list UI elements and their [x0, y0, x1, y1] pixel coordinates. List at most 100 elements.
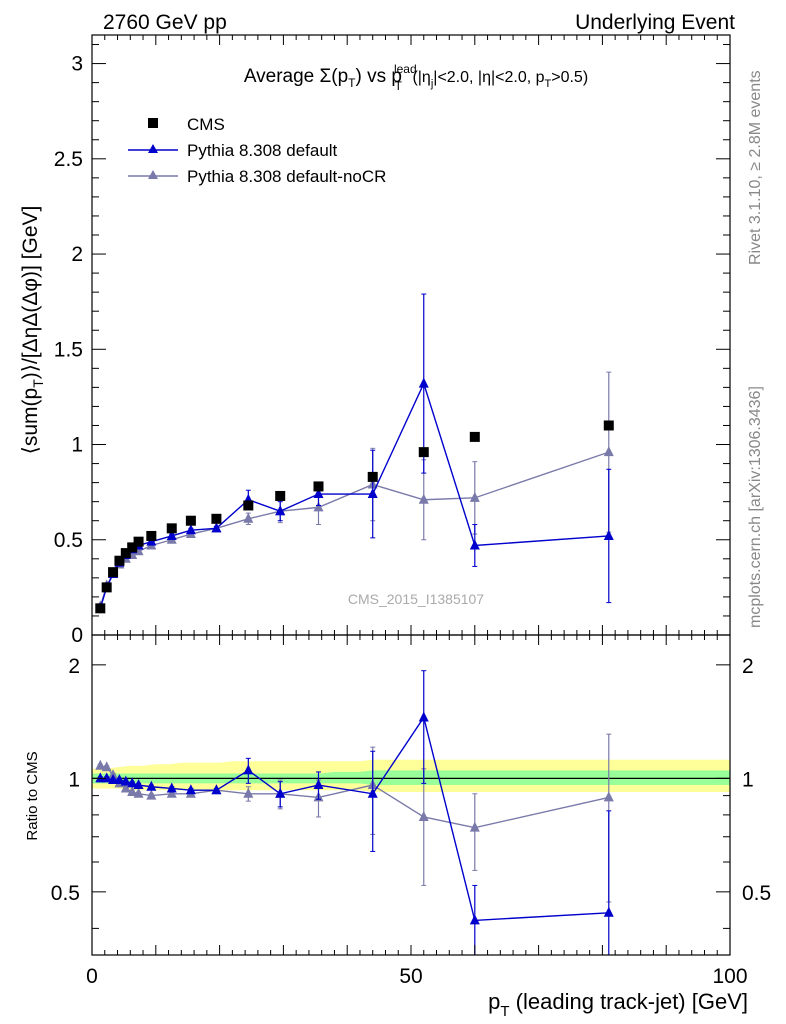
ratio-default-point [133, 779, 144, 790]
ratio-nocr-point [146, 789, 157, 800]
main-y-tick-label: 2.5 [54, 148, 83, 171]
ratio-y-tick-label-left: 0.5 [51, 882, 80, 905]
main-default-line [99, 381, 609, 609]
ratio-default-point [275, 787, 286, 798]
main-nocr-point [243, 512, 254, 523]
main-nocr-point [603, 446, 614, 457]
legend-default-label: Pythia 8.308 default [187, 141, 338, 160]
main-y-tick-label: 0.5 [54, 529, 83, 552]
analysis-watermark: CMS_2015_I1385107 [348, 591, 484, 607]
main-default-point [166, 529, 177, 540]
ratio-nocr-point [95, 759, 106, 770]
ratio-y-axis-label: Ratio to CMS [24, 751, 41, 840]
ratio-default-point [313, 779, 324, 790]
main-y-tick-label: 1 [71, 434, 83, 457]
main-default-point [418, 377, 429, 388]
main-cms-point [243, 500, 254, 511]
ratio-default-line [100, 715, 609, 922]
ratio-default-point [114, 773, 125, 784]
main-default-point [185, 524, 196, 535]
ratio-default-point [367, 787, 378, 798]
ratio-default-point [243, 764, 254, 775]
axes-layer: 0 50 100 0 0.5 1 1.5 2 2.5 3 0.5 0.5 1 1 2 2 [51, 34, 771, 988]
ratio-default-point [127, 777, 138, 788]
main-default-point [275, 505, 286, 516]
ratio-default-point [603, 906, 614, 917]
main-cms-point [127, 542, 138, 553]
ratio-series-layer [95, 670, 614, 956]
main-cms-point [185, 515, 196, 526]
main-default-point [211, 522, 222, 533]
main-nocr-point [418, 493, 429, 504]
legend: CMS Pythia 8.308 default Pythia 8.308 de… [128, 115, 386, 186]
x-axis-label: pT (leading track-jet) [GeV] [488, 989, 748, 1020]
ratio-nocr-point [120, 782, 131, 793]
legend-nocr-label: Pythia 8.308 default-noCR [187, 167, 386, 186]
header-right: Underlying Event [575, 11, 735, 34]
ratio-nocr-point [133, 787, 144, 798]
main-nocr-point [469, 491, 480, 502]
ratio-default-point [185, 784, 196, 795]
ratio-uncertainty-bands [92, 759, 730, 793]
ratio-default-point [108, 773, 119, 784]
rivet-version-text: Rivet 3.1.10, ≥ 2.8M events [747, 70, 764, 265]
main-default-point [367, 488, 378, 499]
mcplots-text: mcplots.cern.ch [arXiv:1306.3436] [747, 386, 764, 628]
ratio-nocr-point [418, 810, 429, 821]
x-tick-label: 0 [86, 965, 98, 988]
main-nocr-point [313, 501, 324, 512]
main-y-axis-label: ⟨sum(pT)⟩/[ΔηΔ(Δφ)] [GeV] [19, 206, 46, 455]
main-cms-point [418, 447, 429, 458]
ratio-default-point [469, 914, 480, 925]
main-cms-point [120, 548, 131, 559]
ratio-y-tick-label-right: 2 [742, 655, 754, 678]
ratio-nocr-point [243, 787, 254, 798]
ratio-nocr-point [166, 787, 177, 798]
main-cms-point [469, 431, 480, 442]
main-default-point [313, 488, 324, 499]
main-y-tick-label: 3 [71, 53, 83, 76]
main-cms-point [603, 420, 614, 431]
main-cms-point [95, 603, 106, 614]
main-default-point [469, 539, 480, 550]
ratio-nocr-point [127, 786, 138, 797]
x-tick-label: 50 [399, 965, 422, 988]
main-y-tick-label: 2 [71, 243, 83, 266]
ratio-default-point [166, 782, 177, 793]
ratio-default-point [101, 772, 112, 783]
main-cms-point [146, 530, 157, 541]
main-cms-point [313, 481, 324, 492]
ratio-default-point [418, 711, 429, 722]
main-default-point [603, 529, 614, 540]
ratio-y-tick-label-right: 1 [742, 768, 754, 791]
legend-cms-marker [148, 118, 158, 128]
ratio-nocr-point [469, 821, 480, 832]
x-tick-label: 100 [712, 965, 747, 988]
ratio-default-point [146, 780, 157, 791]
main-series-layer [95, 293, 614, 614]
ratio-nocr-point [603, 791, 614, 802]
ratio-default-point [211, 784, 222, 795]
main-cms-point [133, 536, 144, 547]
legend-default-marker [148, 144, 158, 153]
header-left: 2760 GeV pp [103, 11, 227, 34]
ratio-y-tick-label-right: 0.5 [742, 882, 771, 905]
ratio-default-point [120, 775, 131, 786]
main-cms-point [114, 555, 125, 566]
main-cms-point [211, 513, 222, 524]
plot-title: Average Σ(pT) vs plead T (|ηj|<2.0, |η|<2… [244, 62, 588, 93]
main-cms-point [367, 471, 378, 482]
main-cms-point [275, 490, 286, 501]
main-cms-point [101, 582, 112, 593]
ratio-y-tick-label-left: 2 [68, 655, 80, 678]
main-y-tick-label: 0 [71, 624, 83, 647]
ratio-default-point [95, 772, 106, 783]
ratio-y-tick-label-left: 1 [68, 768, 80, 791]
legend-nocr-marker [148, 170, 158, 179]
main-cms-point [108, 567, 119, 578]
legend-cms-label: CMS [187, 115, 225, 134]
main-cms-point [166, 523, 177, 534]
main-y-tick-label: 1.5 [54, 338, 83, 361]
ratio-nocr-point [101, 761, 112, 772]
